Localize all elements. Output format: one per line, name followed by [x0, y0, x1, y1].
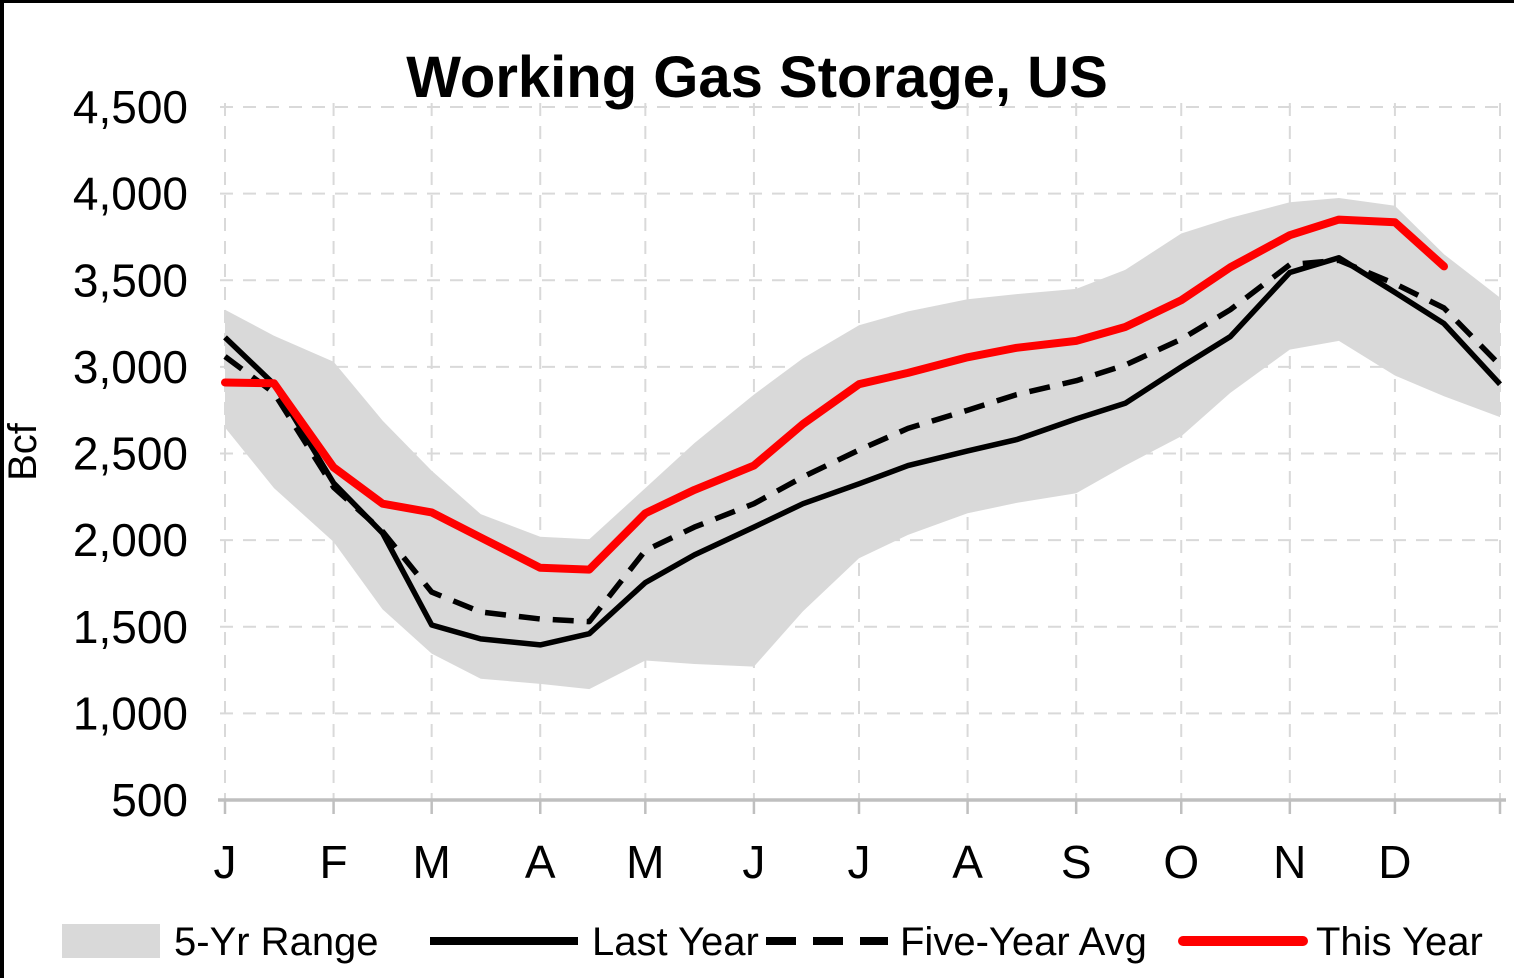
x-month-label: A — [952, 836, 983, 888]
y-tick-label: 2,000 — [73, 514, 188, 566]
x-month-label: D — [1378, 836, 1411, 888]
legend-label-five-year-avg: Five-Year Avg — [900, 920, 1147, 964]
legend: 5-Yr Range Last Year Five-Year Avg This … — [62, 920, 1483, 964]
chart-title: Working Gas Storage, US — [406, 45, 1108, 110]
x-month-label: J — [214, 836, 237, 888]
y-tick-label: 4,000 — [73, 168, 188, 220]
x-month-label: J — [848, 836, 871, 888]
five-year-range-area — [225, 198, 1500, 690]
y-tick-label: 1,000 — [73, 687, 188, 739]
x-month-label: S — [1061, 836, 1092, 888]
last-year-line — [223, 254, 1503, 648]
y-tick-label: 2,500 — [73, 428, 188, 480]
x-month-label: M — [413, 836, 451, 888]
five-year-range-band — [225, 198, 1500, 690]
y-axis-title: Bcf — [1, 422, 45, 481]
x-month-label: O — [1163, 836, 1199, 888]
this-year-line — [221, 215, 1448, 574]
legend-label-5yr-range: 5-Yr Range — [174, 920, 379, 964]
y-tick-label: 4,500 — [73, 81, 188, 133]
window-border-top — [0, 0, 1514, 3]
series-lines — [221, 215, 1503, 648]
legend-label-this-year: This Year — [1316, 920, 1483, 964]
x-month-label: N — [1273, 836, 1306, 888]
y-tick-label: 3,000 — [73, 341, 188, 393]
y-tick-label: 3,500 — [73, 254, 188, 306]
legend-label-last-year: Last Year — [592, 920, 759, 964]
five-year-avg-line — [223, 257, 1502, 625]
x-month-label: A — [525, 836, 556, 888]
x-month-label: J — [742, 836, 765, 888]
window-border-left — [0, 0, 4, 978]
x-month-label: M — [626, 836, 664, 888]
x-axis — [218, 798, 1506, 814]
y-tick-label: 1,500 — [73, 601, 188, 653]
legend-swatch-5yr-range — [62, 924, 160, 958]
y-tick-label: 500 — [111, 774, 188, 826]
x-month-label: F — [320, 836, 348, 888]
y-axis-labels: 500 1,000 1,500 2,000 2,500 3,000 3,500 4,000 4,… — [73, 81, 188, 826]
